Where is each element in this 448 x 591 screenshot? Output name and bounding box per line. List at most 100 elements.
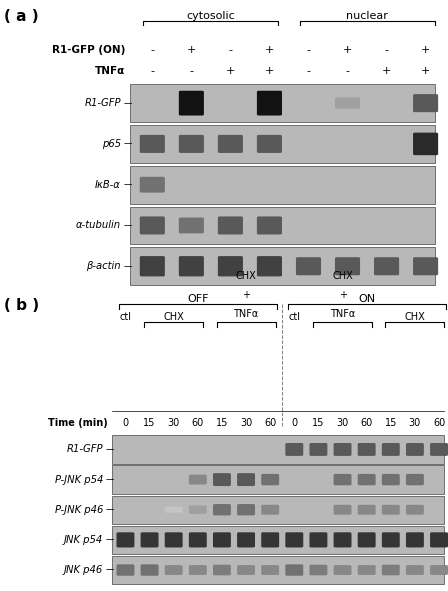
- FancyBboxPatch shape: [218, 216, 243, 235]
- Text: -: -: [151, 46, 154, 55]
- FancyBboxPatch shape: [116, 564, 134, 576]
- Text: P-JNK p46: P-JNK p46: [55, 505, 103, 515]
- Text: 15: 15: [143, 418, 156, 427]
- FancyBboxPatch shape: [257, 256, 282, 277]
- FancyBboxPatch shape: [310, 564, 327, 576]
- FancyBboxPatch shape: [296, 257, 321, 275]
- Text: +: +: [339, 290, 347, 300]
- FancyBboxPatch shape: [140, 216, 165, 235]
- Text: +: +: [187, 46, 196, 55]
- FancyBboxPatch shape: [406, 443, 424, 456]
- FancyBboxPatch shape: [116, 532, 134, 547]
- Text: 60: 60: [361, 418, 373, 427]
- FancyBboxPatch shape: [165, 506, 183, 513]
- Text: —: —: [106, 566, 114, 574]
- Text: IκB-α: IκB-α: [95, 180, 121, 190]
- FancyBboxPatch shape: [237, 565, 255, 575]
- Text: ( a ): ( a ): [4, 9, 39, 24]
- FancyBboxPatch shape: [334, 474, 352, 485]
- Text: ( b ): ( b ): [4, 298, 39, 313]
- FancyBboxPatch shape: [112, 466, 444, 494]
- FancyBboxPatch shape: [179, 135, 204, 153]
- Text: 60: 60: [192, 418, 204, 427]
- Text: —: —: [124, 180, 132, 189]
- Text: 30: 30: [240, 418, 252, 427]
- Text: -: -: [306, 66, 310, 76]
- Text: 60: 60: [433, 418, 445, 427]
- FancyBboxPatch shape: [213, 564, 231, 576]
- FancyBboxPatch shape: [112, 556, 444, 584]
- Text: —: —: [106, 475, 114, 484]
- Text: p65: p65: [102, 139, 121, 149]
- FancyBboxPatch shape: [430, 443, 448, 456]
- FancyBboxPatch shape: [358, 532, 375, 547]
- Text: —: —: [124, 139, 132, 148]
- Text: —: —: [124, 262, 132, 271]
- FancyBboxPatch shape: [179, 217, 204, 233]
- FancyBboxPatch shape: [257, 135, 282, 153]
- FancyBboxPatch shape: [430, 565, 448, 575]
- Text: CHX: CHX: [332, 271, 353, 281]
- FancyBboxPatch shape: [165, 565, 183, 575]
- Text: JNK p46: JNK p46: [64, 565, 103, 575]
- Text: 0: 0: [291, 418, 297, 427]
- FancyBboxPatch shape: [261, 474, 279, 485]
- FancyBboxPatch shape: [382, 564, 400, 576]
- FancyBboxPatch shape: [112, 495, 444, 524]
- FancyBboxPatch shape: [257, 91, 282, 115]
- FancyBboxPatch shape: [218, 256, 243, 277]
- Text: 15: 15: [312, 418, 325, 427]
- Text: β-actin: β-actin: [86, 261, 121, 271]
- FancyBboxPatch shape: [130, 84, 435, 122]
- Text: —: —: [106, 445, 114, 454]
- FancyBboxPatch shape: [382, 474, 400, 485]
- Text: +: +: [265, 66, 274, 76]
- Text: +: +: [226, 66, 235, 76]
- FancyBboxPatch shape: [218, 135, 243, 153]
- Text: CHX: CHX: [236, 271, 256, 281]
- FancyBboxPatch shape: [285, 564, 303, 576]
- FancyBboxPatch shape: [382, 443, 400, 456]
- Text: 30: 30: [168, 418, 180, 427]
- FancyBboxPatch shape: [413, 257, 438, 275]
- FancyBboxPatch shape: [335, 257, 360, 275]
- FancyBboxPatch shape: [237, 504, 255, 515]
- FancyBboxPatch shape: [406, 532, 424, 547]
- FancyBboxPatch shape: [213, 532, 231, 547]
- Text: —: —: [106, 505, 114, 514]
- Text: 15: 15: [216, 418, 228, 427]
- FancyBboxPatch shape: [413, 132, 438, 155]
- Text: -: -: [384, 46, 388, 55]
- Text: +: +: [343, 46, 352, 55]
- FancyBboxPatch shape: [261, 565, 279, 575]
- Text: nuclear: nuclear: [346, 11, 388, 21]
- FancyBboxPatch shape: [141, 564, 159, 576]
- FancyBboxPatch shape: [140, 256, 165, 277]
- FancyBboxPatch shape: [189, 475, 207, 485]
- FancyBboxPatch shape: [261, 532, 279, 547]
- Text: —: —: [124, 99, 132, 108]
- Text: TNFα: TNFα: [233, 309, 258, 319]
- FancyBboxPatch shape: [334, 443, 352, 456]
- Text: JNK p54: JNK p54: [64, 535, 103, 545]
- FancyBboxPatch shape: [310, 532, 327, 547]
- Text: 30: 30: [336, 418, 349, 427]
- FancyBboxPatch shape: [382, 532, 400, 547]
- Text: cytosolic: cytosolic: [186, 11, 235, 21]
- FancyBboxPatch shape: [179, 91, 204, 115]
- Text: ctl: ctl: [289, 311, 300, 322]
- Text: ON: ON: [358, 294, 375, 304]
- Text: 30: 30: [409, 418, 421, 427]
- Text: —: —: [124, 221, 132, 230]
- Text: +: +: [421, 66, 430, 76]
- FancyBboxPatch shape: [406, 565, 424, 575]
- FancyBboxPatch shape: [213, 473, 231, 486]
- Text: —: —: [106, 535, 114, 544]
- Text: 60: 60: [264, 418, 276, 427]
- Text: P-JNK p54: P-JNK p54: [55, 475, 103, 485]
- FancyBboxPatch shape: [406, 474, 424, 485]
- FancyBboxPatch shape: [358, 565, 375, 575]
- FancyBboxPatch shape: [130, 165, 435, 203]
- FancyBboxPatch shape: [189, 532, 207, 547]
- FancyBboxPatch shape: [237, 532, 255, 547]
